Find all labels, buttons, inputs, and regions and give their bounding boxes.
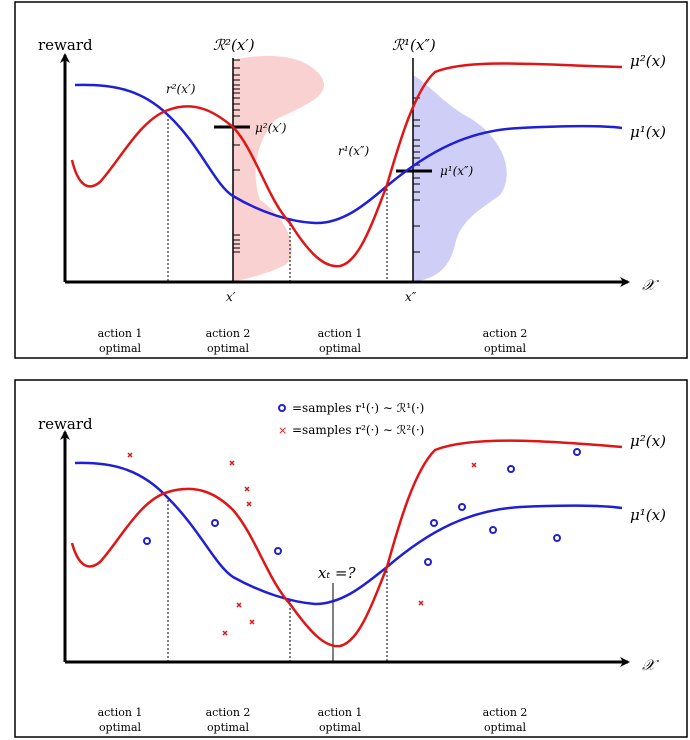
legend-samples2-label: =samples r²(·) ∼ ℛ²(·) [292,423,424,437]
mu1-at-xdprime-label: μ¹(x″) [440,164,474,178]
red-sample-markers [127,452,477,636]
bottom-region-1-line1: action 1 [98,706,143,719]
blue-sample-markers [143,448,581,566]
top-region-4-line2: optimal [484,342,527,355]
bottom-region-4-line1: action 2 [483,706,528,719]
top-mu2-label: μ²(x) [630,52,666,70]
r2-at-xprime-label: r²(x′) [166,82,196,96]
bottom-panel: =samples r¹(·) ∼ ℛ¹(·) × =samples r²(·) … [14,379,688,738]
top-mu1-curve [74,83,623,225]
top-r1-distribution-label: ℛ¹(x″) [392,36,436,54]
bottom-mu1-curve [74,461,623,606]
bottom-region-3-line1: action 1 [318,706,363,719]
query-point-label: xₜ =? [318,564,356,582]
bottom-region-2-line1: action 2 [206,706,251,719]
red-sample [249,619,255,625]
red-sample [246,501,252,507]
red-sample [229,460,235,466]
top-region-3-line2: optimal [319,342,362,355]
bottom-region-1-line2: optimal [99,721,142,734]
top-region-4-line1: action 2 [483,327,528,340]
xprime-sample-ticks [233,59,240,253]
bottom-mu1-label: μ¹(x) [630,506,666,524]
legend-red-sample-marker: × [278,424,287,437]
top-region-1-line1: action 1 [98,327,143,340]
r1-distribution-shading [413,75,507,282]
top-region-2-line1: action 2 [206,327,251,340]
blue-sample [458,503,466,511]
blue-sample [424,558,432,566]
mu2-at-xprime-label: μ²(x′) [255,121,287,135]
top-mu1-label: μ¹(x) [630,123,666,141]
blue-sample [430,519,438,527]
x-dprime-tick-label: x″ [405,290,417,304]
blue-sample [274,547,282,555]
top-x-axis-symbol: 𝒳 [642,276,659,294]
r1-at-xdprime-label: r¹(x″) [338,144,369,158]
blue-sample [143,537,151,545]
top-reward-label: reward [38,36,93,54]
top-mu2-curve [70,62,623,268]
r2-distribution-shading [233,55,324,283]
red-sample [244,486,250,492]
bottom-region-2-line2: optimal [207,721,250,734]
top-r2-distribution-label: ℛ²(x′) [213,36,255,54]
blue-sample [211,519,219,527]
x-prime-tick-label: x′ [226,290,236,304]
bottom-reward-label: reward [38,415,93,433]
top-region-1-line2: optimal [99,342,142,355]
blue-sample [573,448,581,456]
bottom-panel-frame [14,379,688,738]
top-panel-frame [14,1,688,359]
blue-sample [489,526,497,534]
bottom-region-4-line2: optimal [484,721,527,734]
blue-sample [553,534,561,542]
legend-samples1-label: =samples r¹(·) ∼ ℛ¹(·) [292,401,424,415]
red-sample [236,602,242,608]
top-panel: reward 𝒳 ℛ²(x′) ℛ¹(x″) μ²(x) μ¹(x) r²(x′… [14,1,688,359]
bottom-x-axis-symbol: 𝒳 [642,656,659,674]
red-sample [222,630,228,636]
red-sample [471,462,477,468]
bottom-mu2-curve [70,439,623,648]
red-sample [418,600,424,606]
bottom-mu2-label: μ²(x) [630,432,666,450]
legend-blue-sample-marker [278,404,286,412]
bottom-region-3-line2: optimal [319,721,362,734]
red-sample [127,452,133,458]
top-region-2-line2: optimal [207,342,250,355]
top-region-3-line1: action 1 [318,327,363,340]
blue-sample [507,465,515,473]
